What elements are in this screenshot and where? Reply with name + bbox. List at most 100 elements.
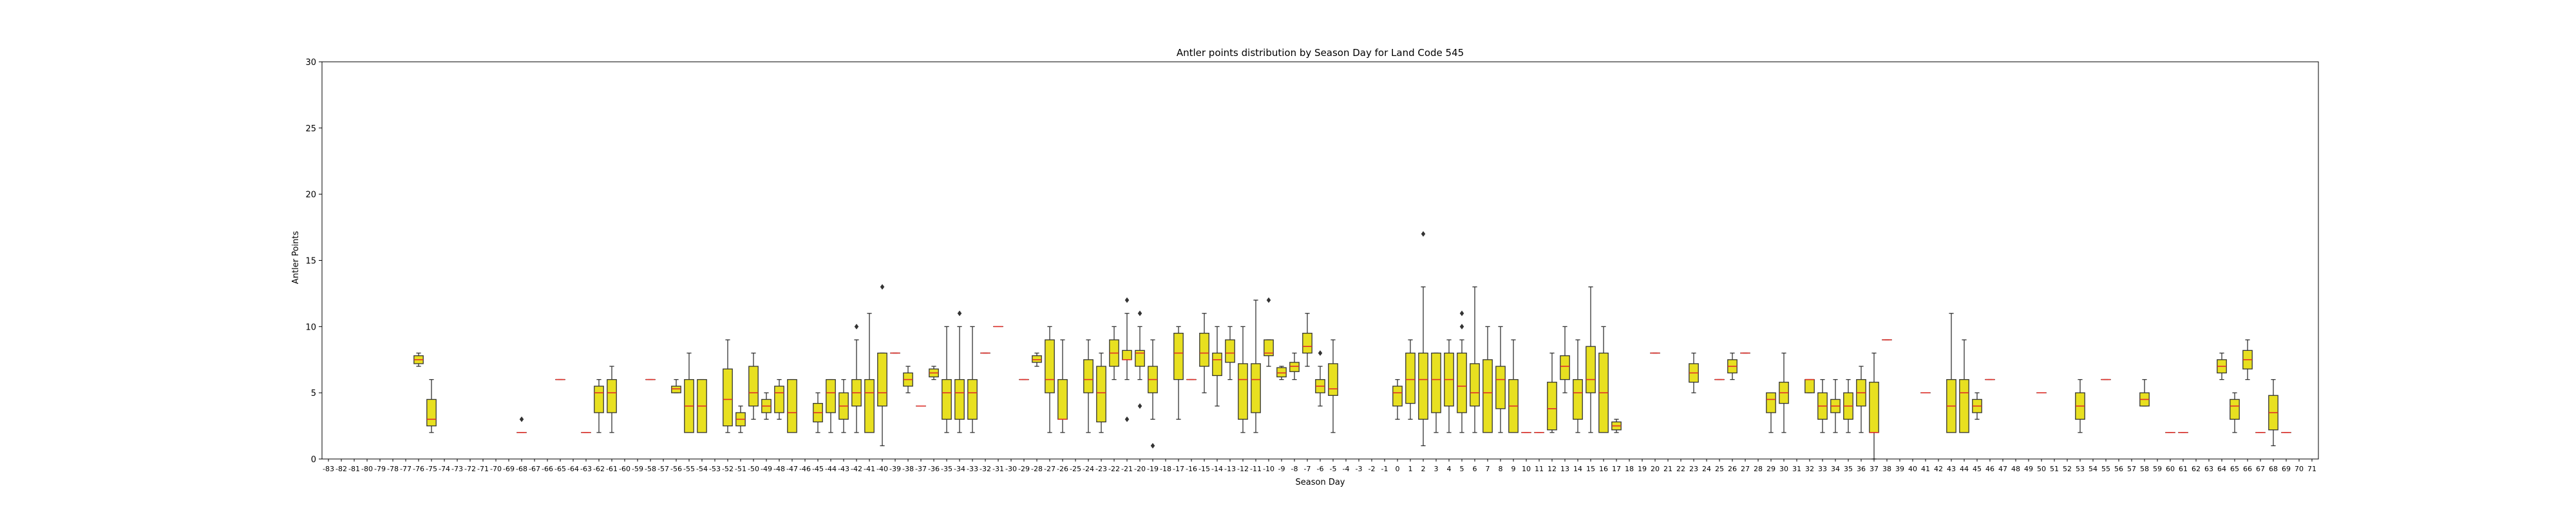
x-tick-label: -29 — [1018, 465, 1030, 473]
x-tick-label: 71 — [2307, 465, 2316, 473]
x-tick-label: -33 — [967, 465, 978, 473]
x-tick-label: -2 — [1368, 465, 1376, 473]
box-group — [1148, 339, 1158, 449]
x-tick-label: -70 — [490, 465, 502, 473]
box-group — [1135, 310, 1145, 409]
x-tick-label: 43 — [1947, 465, 1956, 473]
x-tick-label: 57 — [2127, 465, 2136, 473]
box-group — [1598, 326, 1609, 433]
x-tick-label: -76 — [413, 465, 424, 473]
box-group — [426, 379, 437, 433]
x-tick-label: -39 — [889, 465, 901, 473]
x-tick-label: 54 — [2088, 465, 2098, 473]
box-iqr — [671, 386, 681, 393]
box-group — [774, 379, 784, 420]
box-iqr — [1251, 363, 1261, 413]
outlier-point — [1150, 443, 1155, 449]
box-iqr — [1328, 363, 1338, 396]
box-group — [1495, 326, 1506, 433]
x-tick-label: -22 — [1108, 465, 1120, 473]
x-tick-label: -74 — [439, 465, 450, 473]
x-tick-label: -56 — [670, 465, 682, 473]
box-iqr — [1418, 352, 1428, 420]
box-iqr — [1302, 332, 1312, 354]
box-group — [813, 392, 823, 433]
y-tick-label: 15 — [305, 257, 316, 267]
box-iqr — [1276, 367, 1287, 378]
box-group — [1251, 299, 1261, 433]
box-group — [1959, 339, 1969, 433]
box-group — [671, 379, 681, 393]
y-axis: 0 5 10 15 20 25 30 — [305, 58, 322, 465]
x-tick-label: -80 — [361, 465, 373, 473]
box-iqr — [1212, 352, 1222, 377]
x-tick-label: -9 — [1278, 465, 1285, 473]
x-tick-label: 23 — [1689, 465, 1698, 473]
x-tick-label: 65 — [2230, 465, 2239, 473]
box-group — [929, 366, 939, 380]
x-tick-label: -59 — [632, 465, 643, 473]
box-group — [1727, 352, 1738, 380]
x-tick-label: -30 — [1005, 465, 1017, 473]
box-group — [1547, 352, 1557, 433]
box-iqr — [1032, 355, 1042, 363]
box-iqr — [1045, 339, 1055, 393]
x-tick-label: 51 — [2050, 465, 2059, 473]
box-iqr — [787, 379, 797, 433]
box-group — [1482, 326, 1493, 433]
x-tick-label: 67 — [2256, 465, 2265, 473]
box-group — [1972, 392, 1982, 420]
box-group — [826, 379, 836, 433]
box-iqr — [607, 379, 617, 413]
box-iqr — [748, 366, 759, 407]
x-tick-label: 20 — [1651, 465, 1660, 473]
x-tick-label: -28 — [1031, 465, 1043, 473]
box-group — [516, 416, 527, 433]
x-tick-label: -26 — [1057, 465, 1068, 473]
x-tick-label: 28 — [1754, 465, 1763, 473]
x-tick-label: 45 — [1973, 465, 1982, 473]
box-iqr — [1238, 363, 1248, 420]
x-tick-label: -44 — [825, 465, 837, 473]
box-iqr — [1869, 382, 1879, 433]
box-group — [1418, 230, 1428, 447]
box-iqr — [426, 398, 437, 427]
box-iqr — [967, 379, 978, 420]
x-tick-label: 11 — [1535, 465, 1544, 473]
box-group — [1328, 339, 1338, 433]
x-tick-label: -63 — [580, 465, 592, 473]
x-tick-label: -15 — [1198, 465, 1210, 473]
box-group — [1302, 313, 1312, 367]
x-tick-label: 10 — [1522, 465, 1531, 473]
box-iqr — [1405, 352, 1416, 404]
x-tick-label: -25 — [1070, 465, 1081, 473]
x-tick-label: 53 — [2076, 465, 2085, 473]
box-group — [735, 406, 746, 433]
box-group — [2230, 392, 2240, 433]
x-tick-label: -13 — [1224, 465, 1236, 473]
x-tick-label: 35 — [1844, 465, 1853, 473]
x-tick-label: 44 — [1960, 465, 1969, 473]
x-tick-label: 50 — [2037, 465, 2046, 473]
x-tick-label: -52 — [722, 465, 734, 473]
x-tick-label: -61 — [606, 465, 618, 473]
x-tick-label: -82 — [336, 465, 347, 473]
box-group — [1573, 339, 1583, 433]
outlier-point — [957, 310, 962, 317]
box-group — [942, 326, 952, 433]
x-tick-label: 15 — [1586, 465, 1595, 473]
x-tick-label: 13 — [1560, 465, 1569, 473]
x-tick-label: 60 — [2166, 465, 2175, 473]
x-tick-label: -47 — [786, 465, 798, 473]
x-tick-label: -1 — [1381, 465, 1388, 473]
x-tick-label: -41 — [864, 465, 875, 473]
x-tick-label: 21 — [1663, 465, 1672, 473]
x-tick-label: -67 — [529, 465, 540, 473]
x-tick-label: -51 — [735, 465, 746, 473]
box-group — [697, 379, 707, 433]
x-tick-label: -8 — [1291, 465, 1298, 473]
box-group — [1083, 339, 1094, 433]
x-tick-label: 18 — [1625, 465, 1634, 473]
box-group — [1431, 352, 1441, 433]
